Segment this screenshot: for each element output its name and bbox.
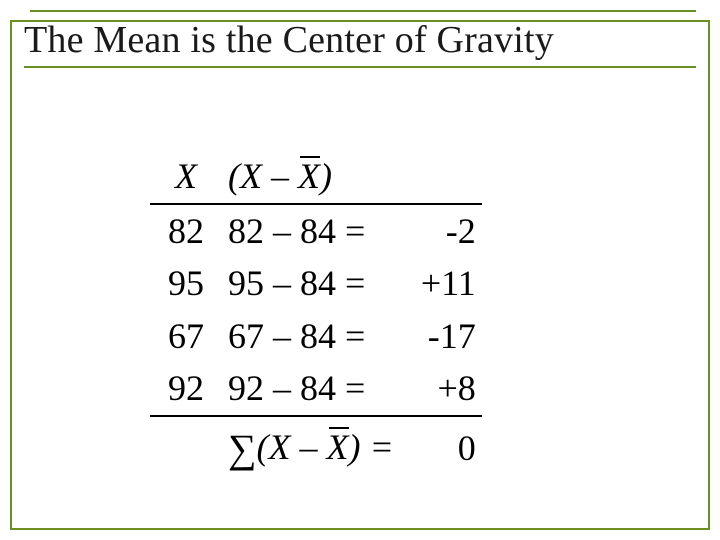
header-dev-prefix: (X –: [228, 156, 298, 196]
header-dev-suffix: ): [320, 156, 332, 196]
header-x: X: [150, 150, 222, 204]
content-area: X (X – X) 82 82 – 84 = -2 95 95 – 84 = +…: [150, 150, 482, 475]
table-row: 92 92 – 84 = +8: [150, 362, 482, 416]
cell-x: 95: [150, 257, 222, 310]
xbar-symbol: X: [327, 423, 349, 472]
table-header-row: X (X – X): [150, 150, 482, 204]
cell-expr: 92 – 84 =: [222, 362, 400, 416]
deviation-table: X (X – X) 82 82 – 84 = -2 95 95 – 84 = +…: [150, 150, 482, 475]
table-row: 95 95 – 84 = +11: [150, 257, 482, 310]
sum-spacer: [150, 416, 222, 475]
cell-expr: 95 – 84 =: [222, 257, 400, 310]
sum-row: ∑(X – X) = 0: [150, 416, 482, 475]
table-row: 82 82 – 84 = -2: [150, 204, 482, 258]
sum-expr: ∑(X – X) =: [222, 416, 400, 475]
cell-expr: 82 – 84 =: [222, 204, 400, 258]
sum-suffix: ) =: [349, 427, 394, 467]
cell-x: 67: [150, 310, 222, 363]
title-block: The Mean is the Center of Gravity: [24, 10, 696, 68]
sum-value: 0: [400, 416, 482, 475]
slide: { "title": "The Mean is the Center of Gr…: [0, 0, 720, 540]
cell-x: 82: [150, 204, 222, 258]
cell-expr: 67 – 84 =: [222, 310, 400, 363]
cell-result: +11: [400, 257, 482, 310]
xbar-symbol: X: [298, 152, 320, 201]
header-deviation: (X – X): [222, 150, 482, 204]
sum-prefix: (X –: [257, 427, 327, 467]
cell-result: -17: [400, 310, 482, 363]
table-row: 67 67 – 84 = -17: [150, 310, 482, 363]
cell-x: 92: [150, 362, 222, 416]
sigma-symbol: ∑: [228, 426, 257, 471]
cell-result: +8: [400, 362, 482, 416]
title-rule-bottom: [24, 66, 696, 68]
slide-title: The Mean is the Center of Gravity: [24, 12, 696, 66]
cell-result: -2: [400, 204, 482, 258]
